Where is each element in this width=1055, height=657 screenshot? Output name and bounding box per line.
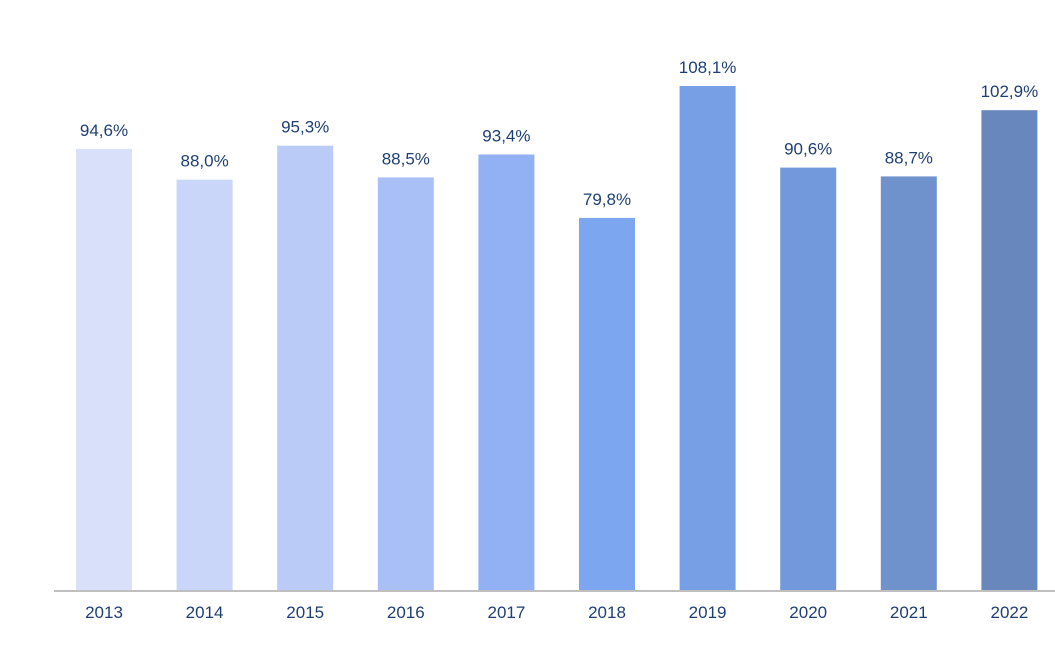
- value-label-2020: 90,6%: [784, 140, 832, 159]
- x-tick-labels-group: 2013 2014 2015 2016 2017 2018 2019 2020 2021 2022: [85, 603, 1028, 622]
- value-label-2014: 88,0%: [180, 152, 228, 171]
- bar-2013: [76, 148, 132, 590]
- bar-2017: [478, 154, 535, 590]
- bar-2022: [981, 110, 1038, 590]
- value-label-2018: 79,8%: [583, 190, 631, 209]
- value-label-2017: 93,4%: [482, 127, 530, 146]
- bar-2020: [780, 167, 837, 590]
- bar-2021: [880, 176, 937, 590]
- value-label-2015: 95,3%: [281, 118, 329, 137]
- bar-2015: [277, 145, 334, 590]
- bar-2014: [176, 179, 233, 590]
- value-labels-group: 94,6% 88,0% 95,3% 88,5% 93,4% 79,8% 108,1% 90,6…: [80, 58, 1038, 209]
- bar-2016: [377, 177, 434, 590]
- x-tick-2021: 2021: [890, 603, 928, 622]
- x-tick-2014: 2014: [186, 603, 224, 622]
- x-tick-2019: 2019: [689, 603, 727, 622]
- x-tick-2017: 2017: [487, 603, 525, 622]
- value-label-2022: 102,9%: [981, 82, 1039, 101]
- value-label-2016: 88,5%: [382, 149, 430, 168]
- value-label-2021: 88,7%: [885, 148, 933, 167]
- bars-group: [76, 86, 1038, 590]
- x-tick-2020: 2020: [789, 603, 827, 622]
- value-label-2013: 94,6%: [80, 121, 128, 140]
- bar-2018: [579, 217, 635, 590]
- bar-2019: [679, 86, 736, 590]
- x-tick-2015: 2015: [286, 603, 324, 622]
- x-tick-2016: 2016: [387, 603, 425, 622]
- x-tick-2013: 2013: [85, 603, 123, 622]
- x-tick-2018: 2018: [588, 603, 626, 622]
- x-tick-2022: 2022: [990, 603, 1028, 622]
- value-label-2019: 108,1%: [679, 58, 737, 77]
